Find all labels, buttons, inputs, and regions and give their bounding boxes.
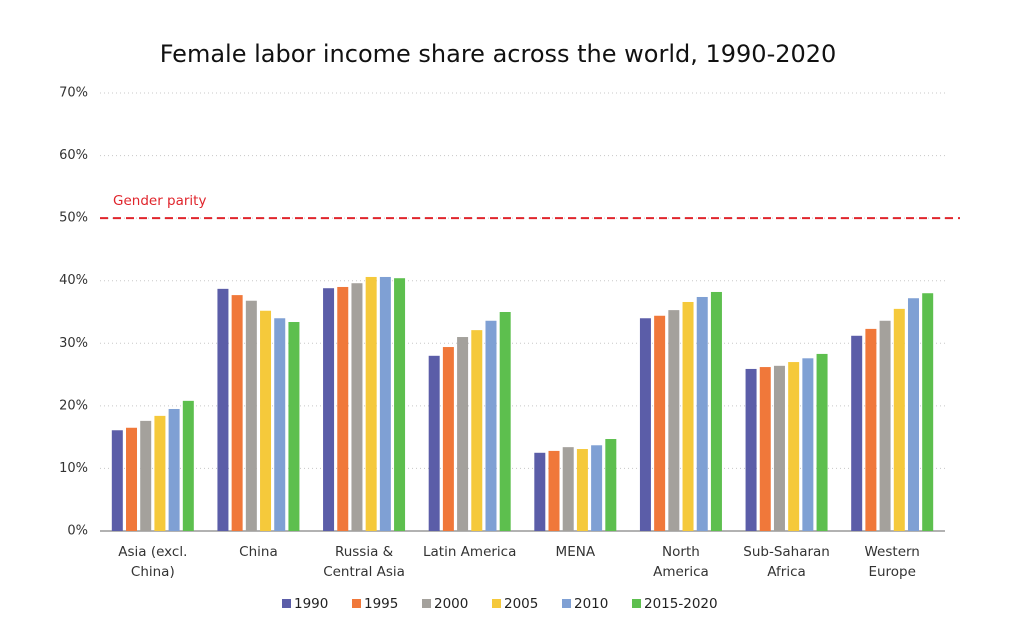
x-tick-label: Russia & Central Asia (323, 544, 405, 580)
y-tick-label: 10% (59, 461, 88, 476)
x-tick-label: Western Europe (864, 544, 920, 580)
x-tick-label: MENA (555, 544, 596, 560)
bar (323, 288, 335, 531)
bar (668, 310, 680, 531)
y-tick-label: 30% (59, 336, 88, 351)
x-tick-label: China (239, 544, 278, 560)
legend-label: 1995 (364, 596, 398, 612)
bar (788, 362, 800, 531)
bar (168, 408, 180, 531)
bar (865, 328, 877, 531)
bar (365, 276, 377, 531)
bar (111, 430, 123, 531)
bar (907, 298, 919, 531)
bar (534, 452, 546, 531)
bar (654, 315, 666, 531)
bar (696, 296, 708, 531)
bar (576, 449, 588, 531)
bar (773, 365, 785, 531)
bar (217, 288, 229, 531)
y-tick-label: 20% (59, 398, 88, 413)
chart-title: Female labor income share across the wor… (160, 40, 837, 68)
bar (337, 286, 349, 531)
y-tick-label: 70% (59, 86, 88, 101)
legend-label: 2015-2020 (644, 596, 718, 612)
bar (562, 447, 574, 531)
y-tick-label: 40% (59, 273, 88, 288)
bar (879, 320, 891, 531)
reference-label: Gender parity (113, 193, 206, 209)
bar (499, 312, 511, 531)
bar (245, 300, 257, 531)
bar (231, 295, 243, 531)
bar (639, 318, 651, 531)
bar (591, 445, 603, 531)
bar (471, 330, 483, 531)
bar (745, 368, 757, 531)
x-tick-label: North America (653, 544, 709, 580)
legend-swatch (562, 599, 571, 608)
legend-swatch (352, 599, 361, 608)
legend-swatch (422, 599, 431, 608)
legend-label: 2010 (574, 596, 608, 612)
legend-label: 1990 (294, 596, 328, 612)
bar (759, 367, 771, 531)
x-tick-label: Asia (excl. China) (118, 544, 188, 580)
bar (682, 301, 694, 531)
bar (457, 337, 469, 531)
bar (260, 310, 272, 531)
y-tick-label: 60% (59, 148, 88, 163)
bar (154, 415, 166, 531)
x-tick-label: Sub-Saharan Africa (743, 544, 830, 580)
y-tick-label: 50% (59, 211, 88, 226)
bar (922, 293, 934, 531)
legend-label: 2005 (504, 596, 538, 612)
bar (710, 291, 722, 531)
bar (182, 400, 194, 531)
bar (485, 320, 497, 531)
bar (816, 353, 828, 531)
bar (548, 450, 560, 531)
x-tick-label: Latin America (423, 544, 517, 560)
bar (394, 278, 406, 531)
bar (605, 439, 617, 531)
legend-swatch (492, 599, 501, 608)
bar (126, 427, 138, 531)
bar (140, 420, 152, 531)
bar (288, 322, 300, 531)
bar (428, 355, 440, 531)
legend-label: 2000 (434, 596, 468, 612)
bar (274, 318, 286, 531)
bar (851, 335, 863, 531)
bar (442, 347, 454, 531)
bar (379, 276, 391, 531)
legend-swatch (282, 599, 291, 608)
bar (351, 283, 363, 531)
legend-swatch (632, 599, 641, 608)
y-tick-label: 0% (67, 524, 88, 539)
bar (893, 308, 905, 531)
bar (802, 358, 814, 531)
